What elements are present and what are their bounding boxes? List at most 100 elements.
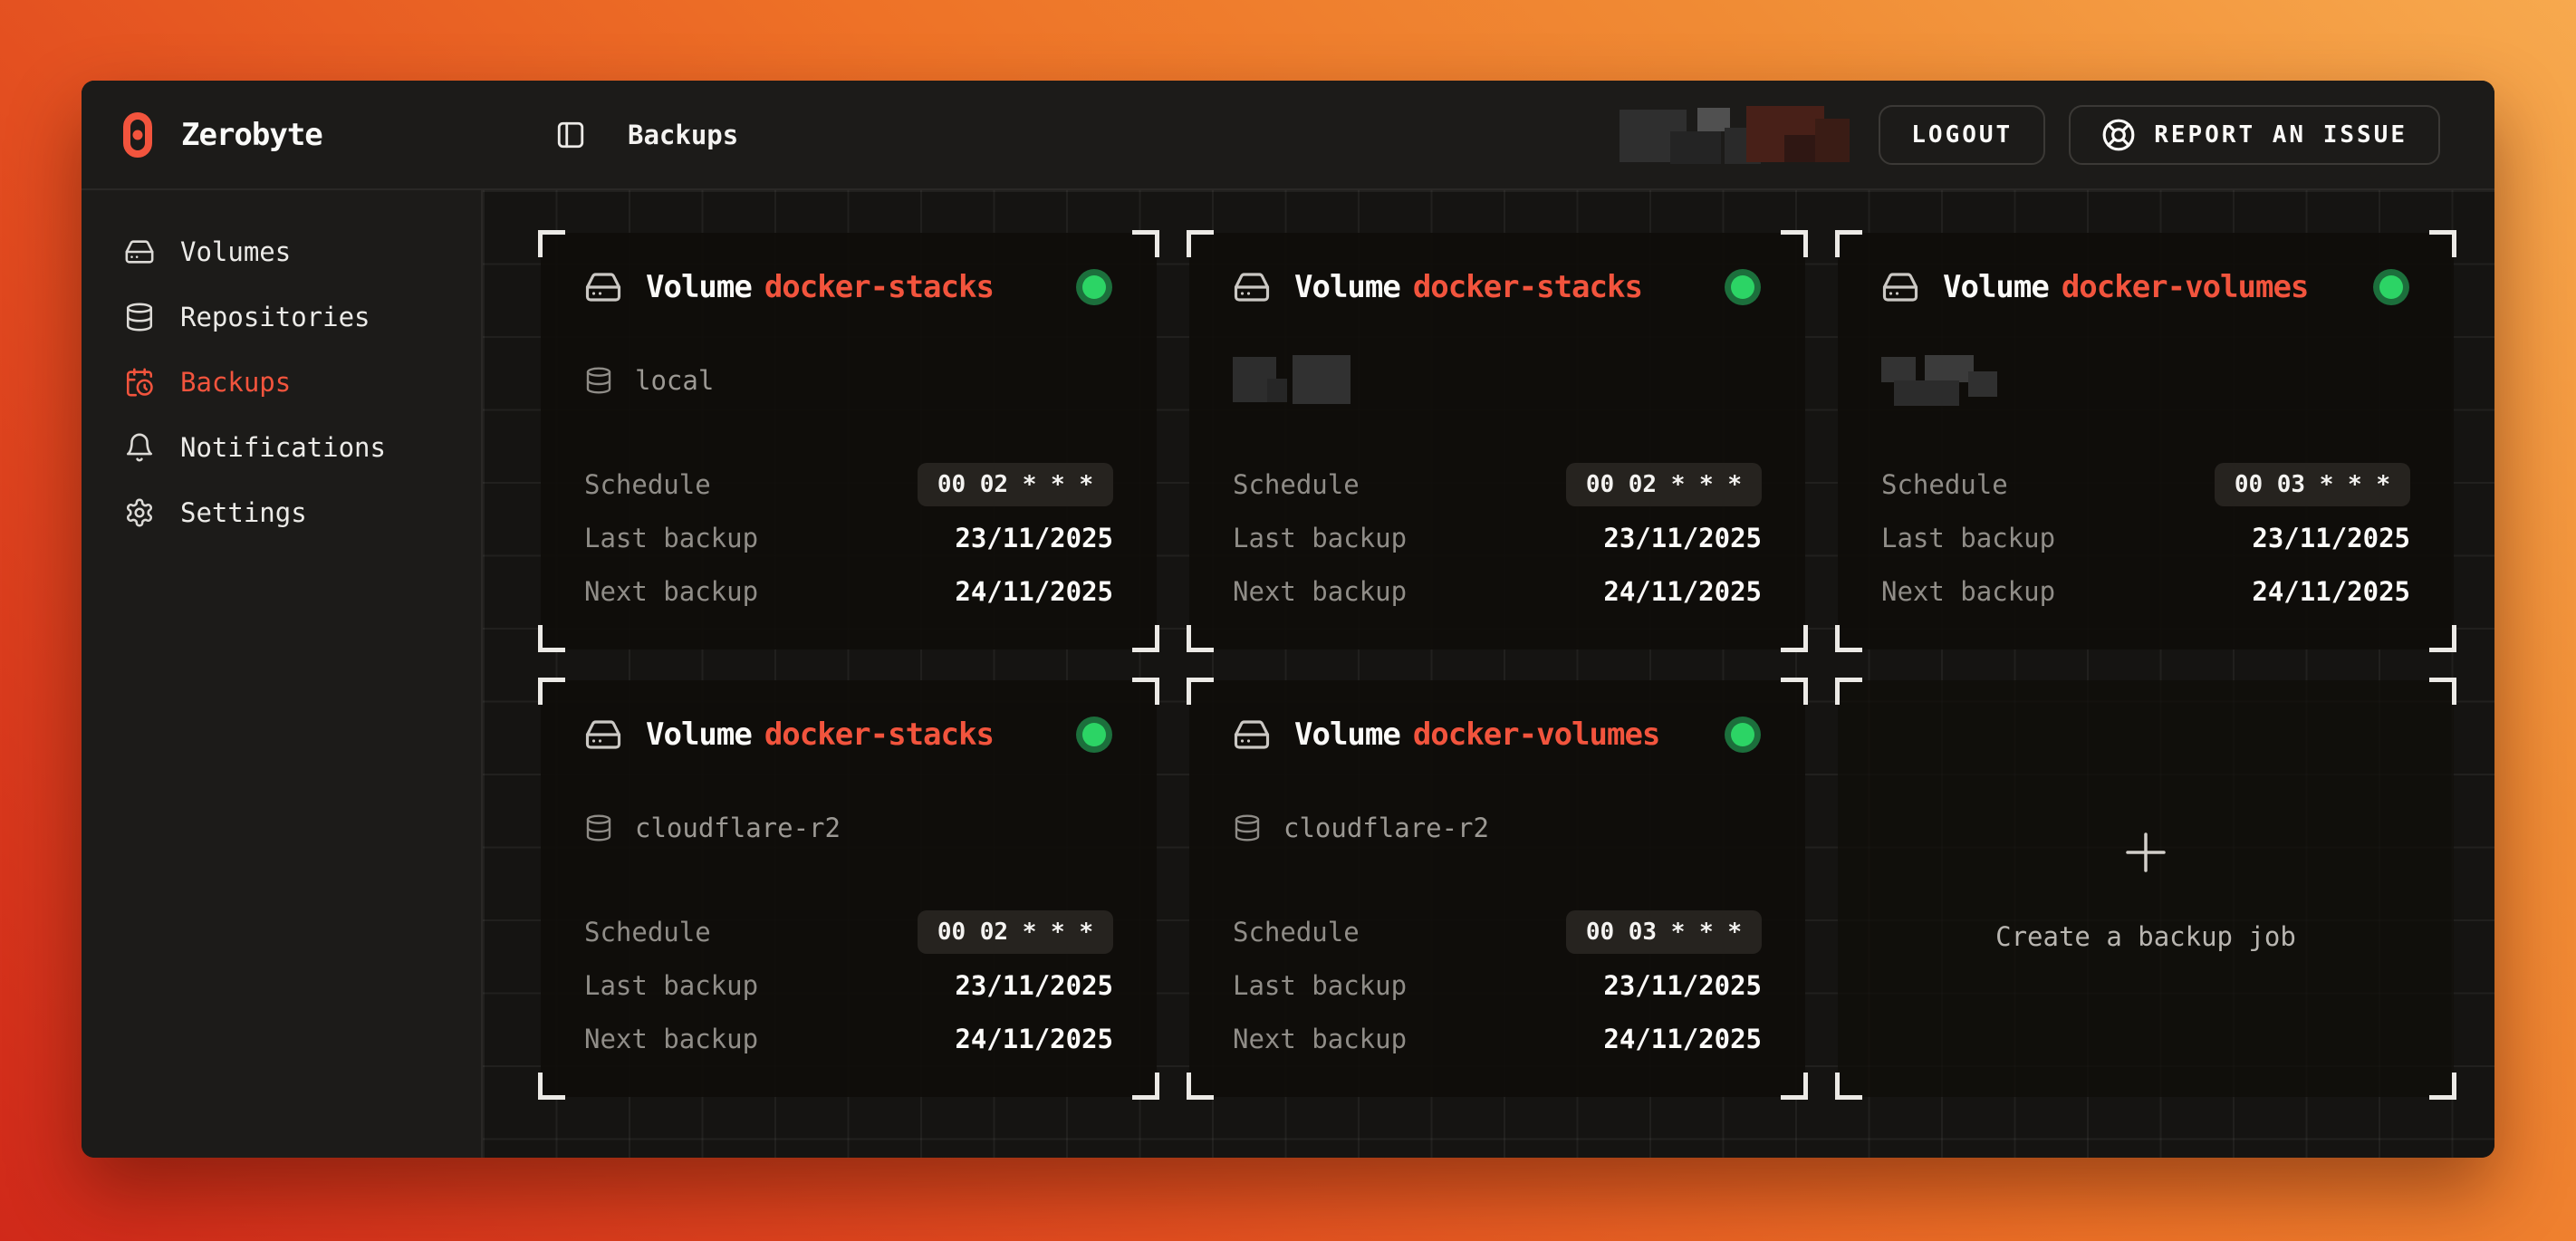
logout-label: LOGOUT [1911, 120, 2014, 149]
last-backup-date: 23/11/2025 [1603, 522, 1762, 553]
sidebar-item-label: Repositories [180, 302, 370, 332]
volume-name: docker-stacks [764, 717, 995, 753]
volume-name: docker-stacks [1412, 269, 1643, 305]
corner-bracket [1781, 625, 1808, 652]
sidebar-item-volumes[interactable]: Volumes [82, 219, 481, 284]
last-backup-label: Last backup [584, 522, 759, 553]
corner-bracket [1835, 230, 1862, 257]
cron-badge: 00 02 * * * [917, 909, 1113, 954]
hard-drive-icon [1234, 273, 1270, 302]
last-backup-label: Last backup [1233, 522, 1408, 553]
cron-badge: 00 02 * * * [1565, 462, 1762, 506]
page-title: Backups [628, 119, 739, 150]
sidebar-item-notifications[interactable]: Notifications [82, 415, 481, 480]
last-backup-label: Last backup [1881, 522, 2056, 553]
corner-bracket [1781, 678, 1808, 705]
corner-bracket [1781, 1073, 1808, 1100]
gear-icon [126, 498, 153, 527]
next-backup-date: 24/11/2025 [1603, 575, 1762, 607]
corner-bracket [1132, 625, 1159, 652]
corner-bracket [1781, 230, 1808, 257]
next-backup-date: 24/11/2025 [955, 1023, 1113, 1054]
sidebar-item-label: Settings [180, 497, 307, 528]
sidebar-item-label: Backups [180, 367, 292, 398]
app-window: Zerobyte Backups LOGOUT REPORT AN ISSUE [82, 81, 2494, 1158]
next-backup-label: Next backup [1881, 575, 2056, 607]
status-dot-active [2379, 275, 2403, 299]
schedule-label: Schedule [1233, 916, 1360, 948]
cron-badge: 00 02 * * * [917, 462, 1113, 506]
hard-drive-icon [1234, 720, 1270, 749]
status-dot-active [1731, 723, 1754, 746]
corner-bracket [1132, 678, 1159, 705]
header: Zerobyte Backups LOGOUT REPORT AN ISSUE [82, 81, 2494, 190]
corner-bracket [2429, 230, 2456, 257]
backup-job-card[interactable]: Volume docker-stacks Schedule 00 02 * * * [1187, 230, 1808, 652]
corner-bracket [1835, 678, 1862, 705]
logout-button[interactable]: LOGOUT [1879, 104, 2046, 165]
last-backup-label: Last backup [584, 969, 759, 1001]
schedule-label: Schedule [584, 468, 711, 500]
next-backup-date: 24/11/2025 [2252, 575, 2410, 607]
redacted-repository [1881, 355, 2017, 406]
status-dot-active [1082, 275, 1106, 299]
create-backup-job-card[interactable]: Create a backup job [1835, 678, 2456, 1100]
create-backup-job-label: Create a backup job [1995, 921, 2296, 952]
next-backup-label: Next backup [1233, 575, 1408, 607]
backup-cards-grid: Volume docker-stacks local Schedule 00 02… [538, 230, 2494, 1100]
brand: Zerobyte [82, 111, 483, 158]
next-backup-date: 24/11/2025 [955, 575, 1113, 607]
database-icon [586, 367, 611, 394]
header-right: LOGOUT REPORT AN ISSUE [1618, 104, 2494, 165]
sidebar-item-backups[interactable]: Backups [82, 350, 481, 415]
backup-job-card[interactable]: Volume docker-stacks local Schedule 00 02… [538, 230, 1159, 652]
repository-name: cloudflare-r2 [635, 813, 841, 843]
next-backup-label: Next backup [584, 575, 759, 607]
card-type: Volume [1294, 269, 1401, 305]
backup-job-card[interactable]: Volume docker-volumes Schedule 00 [1835, 230, 2456, 652]
page-head: Backups [483, 120, 738, 150]
sidebar-item-label: Volumes [180, 236, 292, 267]
panel-left-icon[interactable] [555, 120, 586, 150]
database-icon [126, 303, 153, 332]
card-type: Volume [646, 717, 753, 753]
cron-badge: 00 03 * * * [2214, 462, 2410, 506]
corner-bracket [1187, 1073, 1214, 1100]
brand-name: Zerobyte [181, 116, 323, 153]
report-issue-button[interactable]: REPORT AN ISSUE [2069, 104, 2440, 165]
card-type: Volume [1943, 269, 2050, 305]
lifebuoy-icon [2102, 119, 2135, 150]
corner-bracket [1835, 625, 1862, 652]
schedule-label: Schedule [1881, 468, 2008, 500]
sidebar-item-repositories[interactable]: Repositories [82, 284, 481, 350]
schedule-label: Schedule [584, 916, 711, 948]
next-backup-label: Next backup [1233, 1023, 1408, 1054]
next-backup-date: 24/11/2025 [1603, 1023, 1762, 1054]
corner-bracket [1132, 1073, 1159, 1100]
corner-bracket [538, 625, 565, 652]
database-icon [1235, 814, 1260, 842]
corner-bracket [2429, 625, 2456, 652]
zerobyte-logo-icon [123, 111, 152, 158]
status-dot-active [1731, 275, 1754, 299]
corner-bracket [1835, 1073, 1862, 1100]
backup-job-card[interactable]: Volume docker-stacks cloudflare-r2 Sched… [538, 678, 1159, 1100]
corner-bracket [2429, 678, 2456, 705]
corner-bracket [1132, 230, 1159, 257]
corner-bracket [1187, 625, 1214, 652]
corner-bracket [2429, 1073, 2456, 1100]
last-backup-label: Last backup [1233, 969, 1408, 1001]
last-backup-date: 23/11/2025 [1603, 969, 1762, 1001]
cron-badge: 00 03 * * * [1565, 909, 1762, 954]
redacted-repository [1233, 355, 1350, 406]
report-issue-label: REPORT AN ISSUE [2154, 120, 2408, 149]
calendar-clock-icon [126, 368, 153, 397]
last-backup-date: 23/11/2025 [955, 969, 1113, 1001]
volume-name: docker-volumes [2061, 269, 2310, 305]
plus-icon [2126, 832, 2166, 872]
backup-job-card[interactable]: Volume docker-volumes cloudflare-r2 Sche… [1187, 678, 1808, 1100]
corner-bracket [538, 230, 565, 257]
corner-bracket [538, 1073, 565, 1100]
sidebar-item-settings[interactable]: Settings [82, 480, 481, 545]
repository-name: cloudflare-r2 [1283, 813, 1489, 843]
